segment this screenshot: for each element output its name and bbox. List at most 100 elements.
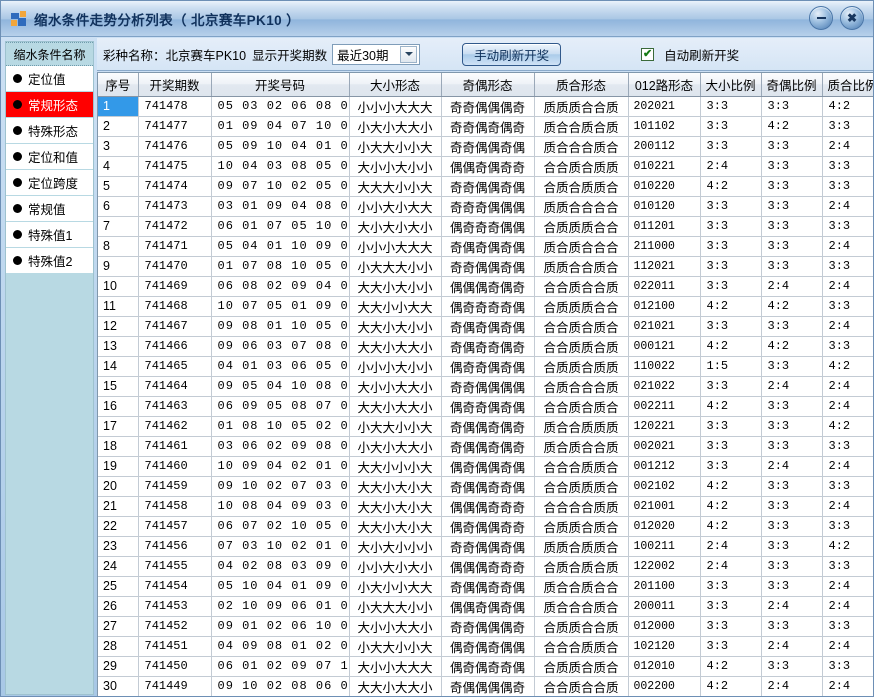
column-header-4[interactable]: 奇偶形态 bbox=[441, 73, 535, 97]
bullet-icon bbox=[13, 256, 22, 265]
cell-8: 3:3 bbox=[761, 316, 823, 337]
sidebar-item-2[interactable]: 特殊形态 bbox=[6, 118, 93, 144]
cell-6: 011201 bbox=[628, 216, 701, 237]
table-row[interactable]: 12 741467 09 08 01 10 05 04 大大小大小小 奇偶奇偶奇偶 合合质… bbox=[98, 316, 873, 337]
sidebar-item-6[interactable]: 特殊值1 bbox=[6, 222, 93, 248]
table-row[interactable]: 16 741463 06 09 05 08 07 04 大大小大大小 偶奇奇偶奇偶 合合质… bbox=[98, 396, 873, 417]
table-row[interactable]: 24 741455 04 02 08 03 09 05 小小大小大小 偶偶偶奇奇奇 合质合… bbox=[98, 556, 873, 577]
table-row[interactable]: 20 741459 09 10 02 07 03 08 大大小大小大 奇偶偶奇奇偶 合合质… bbox=[98, 476, 873, 497]
cell-3: 大小小大大大 bbox=[349, 656, 442, 677]
cell-2: 09 07 10 02 05 06 bbox=[211, 176, 350, 197]
column-header-7[interactable]: 大小比例 bbox=[700, 73, 762, 97]
table-row[interactable]: 14 741465 04 01 03 06 05 02 小小小大小小 偶奇奇偶奇偶 合质质… bbox=[98, 356, 873, 377]
table-row[interactable]: 1 741478 05 03 02 06 08 07 小小小大大大 奇奇偶偶偶奇 质质质合… bbox=[98, 96, 873, 117]
table-row[interactable]: 23 741456 07 03 10 02 01 04 大小大小小小 奇奇偶偶奇偶 质质合… bbox=[98, 536, 873, 557]
cell-1: 741456 bbox=[138, 536, 212, 557]
sidebar-item-1[interactable]: 常规形态 bbox=[6, 92, 93, 118]
table-row[interactable]: 10 741469 06 08 02 09 04 01 大大小大小小 偶偶偶奇偶奇 合合质… bbox=[98, 276, 873, 297]
table-row[interactable]: 28 741451 04 09 08 01 02 06 小大大小小大 偶奇偶奇偶偶 合合合… bbox=[98, 636, 873, 657]
sidebar-item-7[interactable]: 特殊值2 bbox=[6, 248, 93, 274]
table-row[interactable]: 13 741466 09 06 03 07 08 01 大大小大大小 奇偶奇奇偶奇 合合质… bbox=[98, 336, 873, 357]
cell-4: 奇偶偶奇偶奇 bbox=[441, 436, 535, 457]
table-row[interactable]: 27 741452 09 01 02 06 10 03 大小小大大小 奇奇偶偶偶奇 合质质… bbox=[98, 616, 873, 637]
sidebar-item-4[interactable]: 定位跨度 bbox=[6, 170, 93, 196]
table-row[interactable]: 21 741458 10 08 04 09 03 07 大大小大小大 偶偶偶奇奇奇 合合合… bbox=[98, 496, 873, 517]
table-row[interactable]: 9 741470 01 07 08 10 05 04 小大大大小小 奇奇偶偶奇偶 质质合合… bbox=[98, 256, 873, 277]
table-row[interactable]: 11 741468 10 07 05 01 09 06 大大小小大大 偶奇奇奇奇偶 合质质… bbox=[98, 296, 873, 317]
table-row[interactable]: 8 741471 05 04 01 10 09 06 小小小大大大 奇偶奇偶奇偶 质合质合… bbox=[98, 236, 873, 257]
auto-refresh-checkbox[interactable]: ✔ bbox=[641, 47, 655, 61]
column-header-0[interactable]: 序号 bbox=[98, 73, 139, 97]
table-row[interactable]: 18 741461 03 06 02 09 08 01 小大小大大小 奇偶偶奇偶奇 质合质… bbox=[98, 436, 873, 457]
column-header-2[interactable]: 开奖号码 bbox=[211, 73, 350, 97]
auto-refresh-group[interactable]: ✔ 自动刷新开奖 bbox=[641, 45, 739, 64]
cell-5: 合质质合质合 bbox=[534, 656, 629, 677]
cell-0: 25 bbox=[98, 576, 139, 597]
sidebar-item-label: 定位值 bbox=[28, 73, 66, 87]
cell-8: 3:3 bbox=[761, 356, 823, 377]
cell-1: 741464 bbox=[138, 376, 212, 397]
cell-8: 3:3 bbox=[761, 556, 823, 577]
sidebar-item-3[interactable]: 定位和值 bbox=[6, 144, 93, 170]
table-row[interactable]: 6 741473 03 01 09 04 08 06 小小大小大大 奇奇奇偶偶偶 质质合合… bbox=[98, 196, 873, 217]
cell-7: 4:2 bbox=[700, 496, 762, 517]
table-row[interactable]: 26 741453 02 10 09 06 01 04 小大大大小小 偶偶奇偶奇偶 质合合… bbox=[98, 596, 873, 617]
sidebar-item-label: 特殊值2 bbox=[28, 255, 73, 269]
column-header-5[interactable]: 质合形态 bbox=[534, 73, 629, 97]
cell-2: 10 09 04 02 01 08 bbox=[211, 456, 350, 477]
table-row[interactable]: 29 741450 06 01 02 09 07 10 大小小大大大 偶奇偶奇奇偶 合质质… bbox=[98, 656, 873, 677]
table-row[interactable]: 5 741474 09 07 10 02 05 06 大大大小小大 奇奇偶偶奇偶 合质合质… bbox=[98, 176, 873, 197]
cell-1: 741462 bbox=[138, 416, 212, 437]
cell-6: 012100 bbox=[628, 296, 701, 317]
cell-5: 合合合质质合 bbox=[534, 636, 629, 657]
table-row[interactable]: 7 741472 06 01 07 05 10 04 大小大小大小 偶奇奇奇偶偶 合质质质… bbox=[98, 216, 873, 237]
column-header-1[interactable]: 开奖期数 bbox=[138, 73, 212, 97]
table-row[interactable]: 4 741475 10 04 03 08 05 01 大小小大小小 偶偶奇偶奇奇 合合质合… bbox=[98, 156, 873, 177]
table-row[interactable]: 19 741460 10 09 04 02 01 08 大大小小小大 偶奇偶偶奇偶 合合合… bbox=[98, 456, 873, 477]
cell-6: 002021 bbox=[628, 436, 701, 457]
minimize-button[interactable] bbox=[809, 6, 833, 30]
sidebar-item-label: 定位和值 bbox=[28, 151, 79, 165]
column-header-8[interactable]: 奇偶比例 bbox=[761, 73, 823, 97]
table-header: 序号 开奖期数 开奖号码 大小形态 奇偶形态 质合形态 012路形态 大小比例 奇偶比例 质合比例… bbox=[98, 73, 873, 97]
cell-8: 3:3 bbox=[761, 476, 823, 497]
cell-6: 201100 bbox=[628, 576, 701, 597]
cell-8: 4:2 bbox=[761, 296, 823, 317]
cell-4: 奇偶奇奇偶奇 bbox=[441, 336, 535, 357]
cell-3: 大小大小大小 bbox=[349, 216, 442, 237]
column-header-9[interactable]: 质合比例 bbox=[822, 73, 873, 97]
toolbar: 彩种名称：北京赛车PK10 显示开奖期数 最近30期 手动刷新开奖 ✔ 自动刷新… bbox=[97, 38, 873, 71]
chevron-down-icon[interactable] bbox=[400, 45, 418, 63]
cell-5: 质合合合质合 bbox=[534, 596, 629, 617]
cell-7: 3:3 bbox=[700, 376, 762, 397]
table-row[interactable]: 17 741462 01 08 10 05 02 07 小大大小小大 奇偶偶奇偶奇 质合合… bbox=[98, 416, 873, 437]
sidebar-item-0[interactable]: 定位值 bbox=[6, 66, 93, 92]
cell-9: 2:4 bbox=[822, 276, 873, 297]
cell-0: 18 bbox=[98, 436, 139, 457]
cell-8: 3:3 bbox=[761, 436, 823, 457]
cell-1: 741475 bbox=[138, 156, 212, 177]
cell-4: 奇奇偶偶奇偶 bbox=[441, 136, 535, 157]
cell-8: 3:3 bbox=[761, 616, 823, 637]
column-header-3[interactable]: 大小形态 bbox=[349, 73, 442, 97]
table-row[interactable]: 2 741477 01 09 04 07 10 05 小大小大大小 奇奇偶奇偶奇 质合合质… bbox=[98, 116, 873, 137]
table-row[interactable]: 22 741457 06 07 02 10 05 09 大大小大小大 偶奇偶偶奇奇 合质质… bbox=[98, 516, 873, 537]
cell-2: 03 01 09 04 08 06 bbox=[211, 196, 350, 217]
sidebar-item-5[interactable]: 常规值 bbox=[6, 196, 93, 222]
table-row[interactable]: 15 741464 09 05 04 10 08 02 大小小大大小 奇奇偶偶偶偶 合质合… bbox=[98, 376, 873, 397]
cell-0: 26 bbox=[98, 596, 139, 617]
cell-2: 09 08 01 10 05 04 bbox=[211, 316, 350, 337]
manual-refresh-button[interactable]: 手动刷新开奖 bbox=[462, 42, 562, 66]
table-row[interactable]: 3 741476 05 09 10 04 01 08 小大大小小大 奇奇偶偶奇偶 质合合合… bbox=[98, 136, 873, 157]
cell-4: 偶偶奇偶奇奇 bbox=[441, 156, 535, 177]
analysis-grid[interactable]: 序号 开奖期数 开奖号码 大小形态 奇偶形态 质合形态 012路形态 大小比例 奇偶比例 质合比例… bbox=[97, 72, 873, 696]
column-header-6[interactable]: 012路形态 bbox=[628, 73, 701, 97]
table-row[interactable]: 25 741454 05 10 04 01 09 06 小大小小大大 奇偶偶奇奇偶 质合合… bbox=[98, 576, 873, 597]
periods-select[interactable]: 最近30期 bbox=[332, 43, 421, 65]
cell-6: 002102 bbox=[628, 476, 701, 497]
window-title: 缩水条件走势分析列表（ 北京赛车PK10 ） bbox=[34, 12, 301, 28]
cell-7: 4:2 bbox=[700, 676, 762, 696]
table-row[interactable]: 30 741449 09 10 02 08 06 03 大大小大大小 奇偶偶偶偶奇 合合质… bbox=[98, 676, 873, 696]
close-button[interactable]: ✖ bbox=[840, 6, 864, 30]
